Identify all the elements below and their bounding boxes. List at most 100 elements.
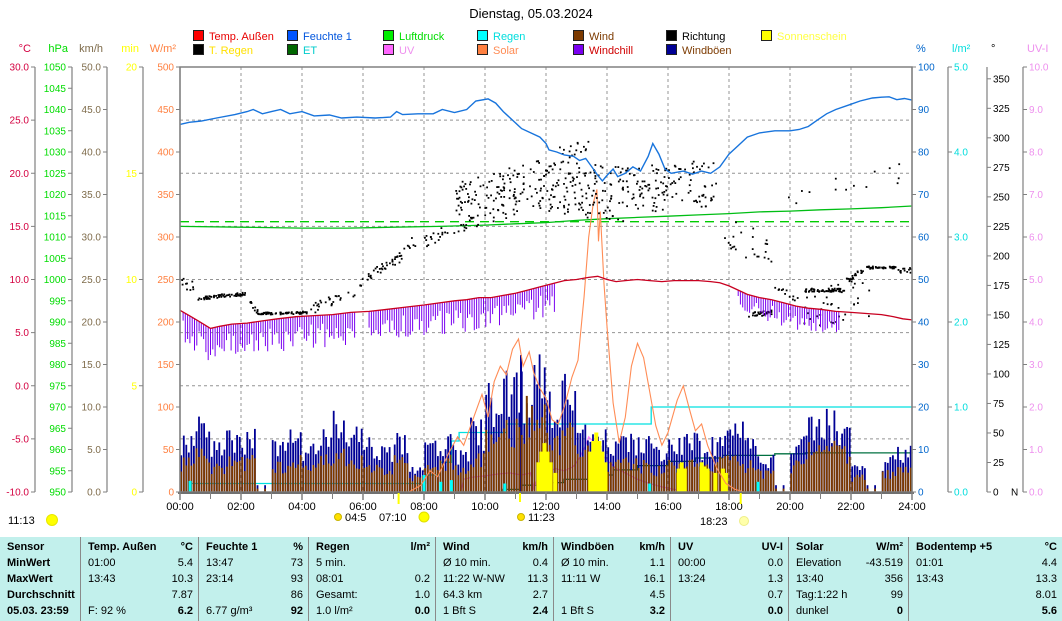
svg-text:1035: 1035 (44, 126, 67, 137)
stat-value: 0.0 (767, 557, 783, 569)
svg-text:225: 225 (993, 222, 1010, 233)
svg-text:100: 100 (918, 63, 935, 74)
axis-uv: 0.0 1.0 2.0 3.0 4.0 5.0 6.0 7.0 8.0 9.0 10.0 UV-I (1022, 43, 1049, 499)
svg-text:980: 980 (49, 360, 66, 371)
svg-text:5.0: 5.0 (87, 445, 101, 456)
svg-text:275: 275 (993, 163, 1010, 174)
stats-row-label: MaxWert (0, 571, 80, 587)
stat-detail: 6.77 g/m³ (206, 605, 253, 617)
svg-text:14:00: 14:00 (593, 501, 621, 513)
svg-text:50.0: 50.0 (82, 63, 102, 74)
stats-col-title: Regen (316, 541, 350, 553)
legend-item-richtung: Richtung (666, 30, 725, 43)
svg-text:0: 0 (993, 488, 999, 499)
stats-col-header: Wind km/h (436, 539, 553, 555)
stat-cell: 13:24 1.3 (671, 571, 788, 587)
stat-value: 0.4 (532, 557, 548, 569)
stat-value: 1.0 (414, 589, 430, 601)
stat-cell: Ø 10 min. 0.4 (436, 555, 553, 571)
stats-col-unit: °C (180, 541, 193, 553)
legend-label: Regen (493, 31, 526, 43)
stats-col-header: UV UV-I (671, 539, 788, 555)
svg-text:20.0: 20.0 (10, 169, 30, 180)
chart-title: Dienstag, 05.03.2024 (469, 6, 593, 21)
sun-markers: 04:5 07:10 11:23 18:23 11:13 (8, 493, 749, 528)
stat-value: 11.3 (527, 573, 548, 585)
stats-col-temp-au-en: Temp. Außen °C 01:00 5.4 13:43 10.3 7.87 F: 92 … (80, 537, 198, 621)
stat-detail: 13:24 (678, 573, 706, 585)
stat-cell: 64.3 km 2.7 (436, 587, 553, 603)
svg-text:0.0: 0.0 (15, 381, 29, 392)
stats-col-regen: Regen l/m² 5 min. 08:01 0.2 Gesamt: 1.0 1.0 l/m… (308, 537, 435, 621)
axis-lm2: 0.0 1.0 2.0 3.0 4.0 5.0 l/m² (947, 43, 971, 499)
legend-color-swatch-icon (193, 44, 204, 55)
stats-col-title: UV (678, 541, 694, 553)
legend-item-t-regen: T. Regen (193, 44, 253, 57)
svg-text:l/m²: l/m² (952, 43, 971, 55)
legend-color-swatch-icon (383, 44, 394, 55)
svg-text:15.0: 15.0 (82, 360, 102, 371)
stats-col-unit: l/m² (410, 541, 430, 553)
stat-cell: 11:22 W-NW 11.3 (436, 571, 553, 587)
svg-text:15.0: 15.0 (10, 222, 30, 233)
pale-sun-icon (739, 516, 749, 526)
legend-label: Luftdruck (399, 31, 445, 43)
svg-text:08:00: 08:00 (410, 501, 438, 513)
stat-cell: 0.7 (671, 587, 788, 603)
svg-text:07:10: 07:10 (379, 512, 407, 524)
stats-row-label-text: Sensor (7, 541, 45, 553)
stat-cell: 13:43 13.3 (909, 571, 1062, 587)
svg-text:1005: 1005 (44, 254, 67, 265)
stat-value: 4.5 (649, 589, 665, 601)
stat-value: 3.2 (649, 605, 665, 617)
svg-text:06:00: 06:00 (349, 501, 377, 513)
stat-value: 0 (896, 605, 903, 617)
stat-value: 0.0 (767, 605, 783, 617)
grid (180, 67, 912, 492)
legend-item-uv: UV (383, 44, 414, 57)
stat-value: 2.7 (532, 589, 548, 601)
stat-value: 16.1 (643, 573, 665, 585)
stat-cell: 23:14 93 (199, 571, 308, 587)
svg-text:60: 60 (918, 233, 930, 244)
svg-text:50: 50 (918, 275, 930, 286)
stat-cell: 00:00 0.0 (671, 555, 788, 571)
svg-text:0: 0 (168, 488, 174, 499)
svg-text:250: 250 (993, 192, 1010, 203)
stats-col-unit: km/h (522, 541, 548, 553)
stat-cell: 1 Bft S 3.2 (554, 603, 670, 619)
svg-text:22:00: 22:00 (837, 501, 865, 513)
svg-text:45.0: 45.0 (82, 105, 102, 116)
stat-cell: 0.0 (671, 603, 788, 619)
stat-value: 13.3 (1035, 573, 1057, 585)
svg-text:0.0: 0.0 (87, 488, 101, 499)
stat-value: 93 (290, 573, 303, 585)
stat-value: 92 (290, 605, 303, 617)
axis-deg: 0 N 25 50 75 100 125 150 175 200 225 250 275 300 325 35… (986, 43, 1018, 499)
svg-text:150: 150 (157, 360, 174, 371)
sun-icon (46, 514, 58, 526)
weather-chart: -10.0 -5.0 0.0 5.0 10.0 15.0 20.0 25.0 30.0 °C 950… (6, 43, 1049, 528)
stats-col-header: Regen l/m² (309, 539, 435, 555)
stats-col-title: Wind (443, 541, 470, 553)
svg-text:200: 200 (157, 318, 174, 329)
svg-text:1020: 1020 (44, 190, 67, 201)
stat-cell: F: 92 % 6.2 (81, 603, 198, 619)
svg-text:10: 10 (918, 445, 930, 456)
stats-row-label-text: 05.03. 23:59 (7, 605, 69, 617)
svg-text:350: 350 (993, 74, 1010, 85)
svg-text:20:00: 20:00 (776, 501, 804, 513)
legend-color-swatch-icon (477, 30, 488, 41)
stat-cell: 01:01 4.4 (909, 555, 1062, 571)
legend-label: ET (303, 45, 318, 57)
stat-value: -43.519 (865, 557, 903, 569)
series-windchill (182, 283, 840, 361)
svg-text:04:00: 04:00 (288, 501, 316, 513)
svg-text:10: 10 (126, 275, 138, 286)
svg-text:-10.0: -10.0 (6, 488, 29, 499)
legend-color-swatch-icon (666, 30, 677, 41)
svg-text:24:00: 24:00 (898, 501, 926, 513)
svg-text:12:00: 12:00 (532, 501, 560, 513)
stats-row-label-text: MaxWert (7, 573, 53, 585)
legend-item-wind: Wind (573, 30, 614, 43)
